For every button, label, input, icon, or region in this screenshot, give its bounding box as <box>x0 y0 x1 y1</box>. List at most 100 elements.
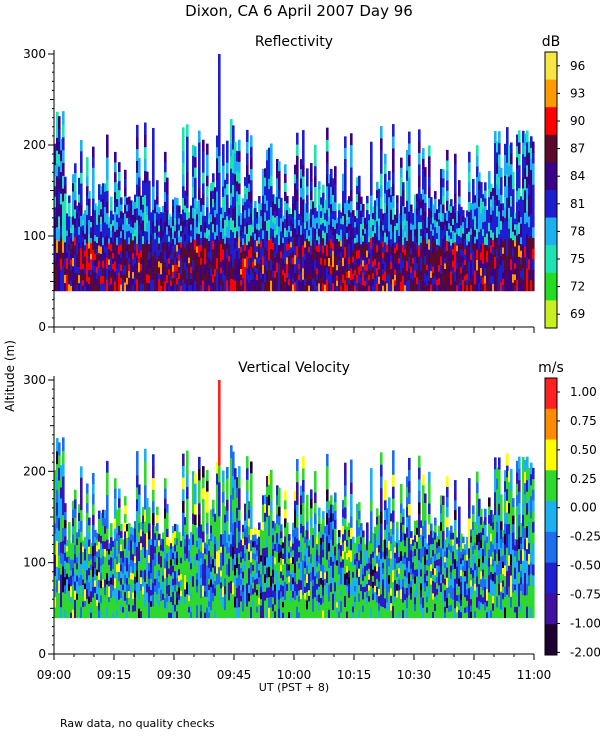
data-cell <box>224 219 227 228</box>
data-cell <box>110 270 113 278</box>
data-cell <box>434 212 437 221</box>
data-cell <box>186 581 189 595</box>
data-cell <box>254 271 257 279</box>
data-cell <box>156 195 159 205</box>
data-cell <box>360 257 363 265</box>
colorbar-tick-label: 90 <box>570 114 585 128</box>
data-cell <box>56 566 59 580</box>
data-cell <box>66 251 69 259</box>
data-cell <box>250 190 253 203</box>
data-cell <box>78 274 81 284</box>
data-cell <box>488 282 491 292</box>
data-cell <box>250 461 253 474</box>
data-cell <box>76 211 79 219</box>
data-cell <box>156 538 159 547</box>
data-cell <box>76 611 79 619</box>
data-cell <box>180 230 183 237</box>
data-cell <box>444 268 447 275</box>
data-cell <box>528 152 531 164</box>
data-cell <box>300 271 303 282</box>
data-cell <box>482 221 485 230</box>
data-cell <box>172 558 175 566</box>
data-cell <box>90 226 93 233</box>
data-cell <box>248 517 251 527</box>
data-cell <box>512 188 515 198</box>
data-cell <box>284 191 287 201</box>
data-cell <box>348 223 351 231</box>
data-cell <box>448 234 451 242</box>
data-cell <box>252 576 255 583</box>
data-cell <box>444 273 447 281</box>
data-cell <box>168 611 171 619</box>
data-cell <box>234 596 237 608</box>
data-cell <box>174 564 177 572</box>
data-cell <box>328 282 331 292</box>
data-cell <box>230 204 233 218</box>
data-cell <box>452 284 455 292</box>
data-cell <box>388 230 391 240</box>
data-cell <box>82 274 85 281</box>
data-cell <box>228 284 231 292</box>
data-cell <box>256 611 259 619</box>
data-cell <box>80 520 83 532</box>
data-cell <box>238 225 241 238</box>
data-cell <box>54 554 57 566</box>
data-cell <box>80 552 83 565</box>
data-cell <box>246 605 249 619</box>
data-cell <box>196 220 199 228</box>
data-cell <box>178 235 181 243</box>
data-cell <box>392 278 395 292</box>
data-cell <box>76 272 79 280</box>
data-cell <box>174 584 177 592</box>
data-cell <box>214 238 217 247</box>
data-cell <box>212 592 215 602</box>
data-cell <box>272 263 275 271</box>
data-cell <box>376 197 379 206</box>
data-cell <box>356 258 359 267</box>
data-cell <box>102 198 105 207</box>
data-cell <box>86 569 89 580</box>
data-cell <box>270 259 273 271</box>
data-cell <box>244 177 247 186</box>
data-cell <box>374 251 377 259</box>
data-cell <box>78 218 81 227</box>
data-cell <box>300 253 303 264</box>
data-cell <box>210 571 213 580</box>
data-cell <box>84 233 87 240</box>
data-cell <box>440 195 443 205</box>
data-cell <box>510 153 513 165</box>
data-cell <box>112 247 115 254</box>
data-cell <box>478 231 481 241</box>
data-cell <box>248 575 251 585</box>
data-cell <box>452 272 455 280</box>
data-cell <box>458 203 461 213</box>
data-cell <box>212 516 215 526</box>
data-cell <box>176 237 179 245</box>
data-cell <box>474 195 477 203</box>
data-cell <box>100 253 103 262</box>
data-cell <box>324 277 327 285</box>
data-cell <box>228 593 231 601</box>
data-cell <box>334 201 337 212</box>
data-cell <box>350 223 353 236</box>
data-cell <box>478 197 481 207</box>
data-cell <box>484 259 487 268</box>
data-cell <box>390 231 393 240</box>
data-cell <box>72 500 75 510</box>
data-cell <box>268 219 271 230</box>
data-cell <box>236 477 239 488</box>
data-cell <box>338 278 341 285</box>
data-cell <box>262 504 265 514</box>
data-cell <box>160 262 163 269</box>
data-cell <box>118 226 121 237</box>
data-cell <box>530 246 533 259</box>
data-cell <box>282 269 285 276</box>
data-cell <box>58 579 61 594</box>
data-cell <box>262 556 265 566</box>
data-cell <box>68 597 71 605</box>
data-cell <box>276 215 279 226</box>
data-cell <box>336 222 339 229</box>
data-cell <box>278 244 281 255</box>
data-cell <box>390 283 393 292</box>
